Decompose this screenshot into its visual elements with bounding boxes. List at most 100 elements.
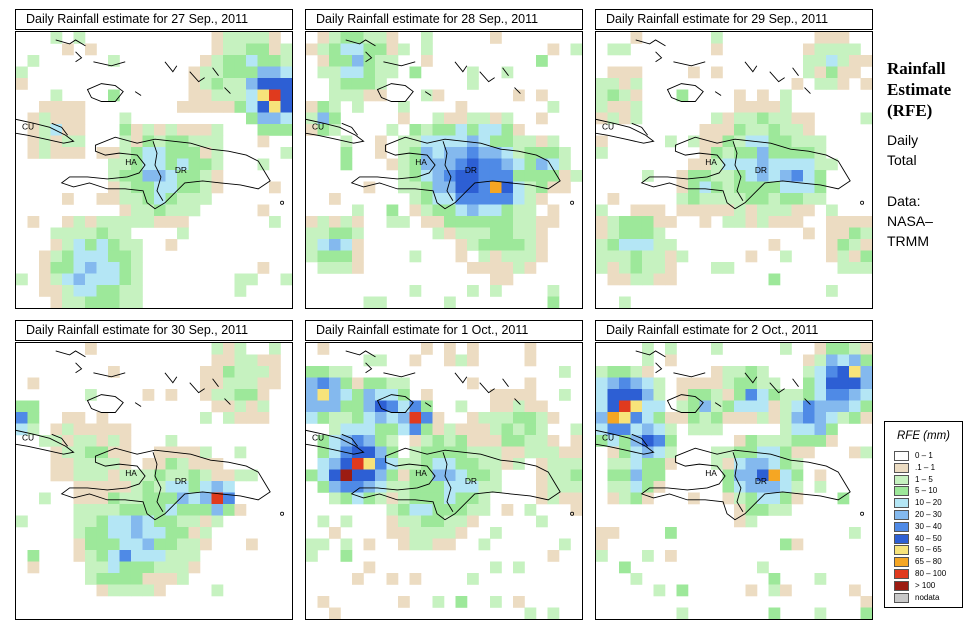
rainfall-cell — [596, 77, 608, 90]
rainfall-cell — [340, 538, 353, 551]
rainfall-cell — [188, 526, 201, 539]
rainfall-cell — [779, 504, 792, 516]
rainfall-cell — [130, 273, 143, 286]
small-island-coastline — [514, 87, 521, 94]
rainfall-cell — [142, 146, 155, 159]
small-island-coastline — [55, 39, 86, 47]
rainfall-cell — [375, 135, 387, 148]
haiti-dr-border — [732, 452, 744, 513]
rainfall-cell — [710, 388, 723, 401]
rainfall-cell — [699, 124, 712, 136]
rainfall-cell — [641, 262, 654, 274]
small-island-coastline — [345, 39, 376, 47]
rainfall-cell — [199, 170, 212, 182]
rainfall-cell — [329, 469, 341, 482]
small-island-coastline — [635, 350, 666, 358]
rainfall-cell — [768, 146, 781, 159]
rainfall-cell — [734, 112, 746, 125]
rainfall-cell — [803, 135, 815, 148]
rainfall-cell — [257, 262, 270, 274]
rainfall-cell — [188, 181, 201, 194]
rainfall-cell — [386, 66, 399, 79]
rainfall-cell — [223, 32, 235, 44]
rainfall-cell — [96, 423, 109, 436]
rainfall-map: CU HA DR — [305, 31, 583, 309]
rainfall-cell — [467, 227, 479, 240]
rainfall-cell — [791, 469, 804, 482]
rainfall-cell — [398, 377, 410, 390]
rainfall-cell — [142, 204, 155, 217]
rainfall-cell — [826, 66, 838, 79]
rainfall-cell — [676, 250, 689, 263]
rainfall-cell — [791, 124, 804, 136]
rainfall-cell — [848, 526, 861, 539]
rainfall-cell — [570, 170, 582, 182]
rainfall-cell — [779, 146, 792, 159]
rainfall-cell — [478, 538, 491, 551]
rainfall-cell — [119, 481, 132, 493]
rainfall-cell — [85, 239, 97, 251]
rainfall-cell — [779, 101, 792, 113]
rainfall-cell — [814, 423, 827, 436]
rainfall-cell — [467, 481, 479, 493]
rainfall-cell — [734, 377, 746, 390]
rainfall-cell — [596, 112, 608, 125]
rainfall-cell — [108, 284, 120, 297]
legend-label: nodata — [915, 592, 940, 602]
rainfall-cell — [61, 250, 74, 263]
rainfall-cell — [340, 32, 353, 44]
rainfall-cell — [630, 32, 643, 44]
rainfall-cell — [524, 446, 537, 459]
rainfall-cell — [791, 193, 804, 205]
rainfall-cell — [73, 504, 86, 516]
rainfall-cell — [73, 135, 86, 148]
rainfall-cell — [420, 193, 433, 205]
rainfall-cell — [165, 515, 178, 528]
rainfall-cell — [558, 446, 571, 459]
rainfall-cell — [444, 504, 456, 516]
rainfall-cell — [619, 492, 631, 505]
rainfall-cell — [119, 446, 132, 459]
rainfall-cell — [306, 366, 318, 378]
rainfall-cell — [676, 89, 689, 102]
rainfall-cell — [420, 412, 433, 424]
rainfall-cell — [142, 538, 155, 551]
legend-swatch — [894, 486, 909, 497]
rainfall-cell — [710, 170, 723, 182]
island-coastline — [666, 394, 704, 413]
rainfall-cell — [837, 400, 850, 413]
rainfall-cell — [641, 170, 654, 182]
rainfall-cell — [757, 124, 769, 136]
rainfall-cell — [768, 388, 781, 401]
legend-swatch — [894, 569, 909, 579]
rainfall-cell — [467, 446, 479, 459]
rainfall-cell — [386, 158, 399, 171]
rainfall-cell — [676, 607, 689, 619]
label-dominican-republic: DR — [175, 165, 187, 175]
rainfall-cell — [351, 32, 364, 44]
rainfall-cell — [536, 135, 548, 148]
rainfall-cell — [699, 388, 712, 401]
rainfall-cell — [340, 89, 353, 102]
rainfall-cell — [860, 239, 872, 251]
rainfall-cell — [50, 146, 63, 159]
rainfall-cell — [688, 193, 700, 205]
rainfall-cell — [607, 66, 620, 79]
rainfall-cell — [177, 526, 189, 539]
rainfall-cell — [467, 573, 479, 585]
rainfall-cell — [536, 515, 548, 528]
rainfall-cell — [489, 595, 502, 608]
rainfall-cell — [246, 77, 258, 90]
rainfall-cell — [826, 43, 838, 56]
rainfall-cell — [607, 388, 620, 401]
rainfall-cell — [710, 193, 723, 205]
rainfall-cell — [665, 135, 677, 148]
rainfall-cell — [757, 135, 769, 148]
rainfall-cell — [455, 515, 468, 528]
rainfall-cell — [501, 504, 514, 516]
rainfall-cell — [85, 43, 97, 56]
rainfall-cell — [211, 158, 224, 171]
rainfall-cell — [211, 354, 224, 367]
rainfall-cell — [280, 66, 292, 79]
rainfall-cell — [257, 377, 270, 390]
